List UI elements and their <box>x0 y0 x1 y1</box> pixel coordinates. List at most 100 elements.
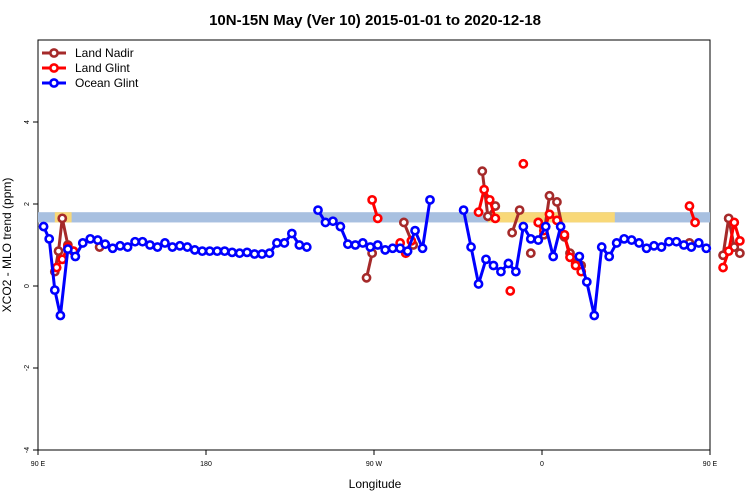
land-nadir-point <box>361 272 372 283</box>
ocean-glint-point <box>589 310 600 321</box>
ocean-glint-point <box>596 242 607 252</box>
land-glint-point <box>479 184 490 195</box>
ocean-glint-point <box>488 260 499 271</box>
ocean-glint-point <box>510 266 521 277</box>
ocean-glint-point <box>671 236 682 247</box>
ocean-glint-point <box>38 221 49 232</box>
ocean-glint-point <box>417 243 428 254</box>
ocean-glint-point <box>525 233 536 244</box>
ocean-glint-point <box>357 238 368 248</box>
ocean-glint-point <box>574 251 585 262</box>
ocean-glint-point <box>242 247 252 258</box>
ocean-glint-point <box>219 246 230 257</box>
x-tick-label: 90 E <box>31 461 46 468</box>
y-axis-label: XCO2 - MLO trend (ppm) <box>0 178 14 313</box>
ocean-glint-point <box>286 228 297 239</box>
ocean-glint-point <box>701 243 712 254</box>
land-glint-point <box>718 262 728 273</box>
ocean-glint-point <box>335 221 346 232</box>
ocean-glint-point <box>458 205 469 216</box>
land-glint-line-8 <box>721 220 742 269</box>
ocean-glint-point <box>145 240 155 250</box>
ocean-glint-point <box>365 242 376 252</box>
ocean-glint-point <box>160 238 170 248</box>
x-tick-label: 90 E <box>703 461 718 468</box>
land-glint-point <box>518 158 529 169</box>
land-nadir-point <box>398 217 409 228</box>
ocean-glint-point <box>49 285 60 295</box>
y-tick-label: 4 <box>24 120 31 124</box>
ocean-glint-point <box>693 238 704 248</box>
land-nadir-point <box>477 166 488 177</box>
x-tick-label: 0 <box>540 461 544 468</box>
ocean-glint-point <box>77 238 88 248</box>
ocean-glint-point <box>107 243 118 254</box>
ocean-glint-point <box>503 258 514 269</box>
land-glint-point <box>690 217 700 228</box>
ocean-glint-point <box>272 238 282 248</box>
ocean-glint-point <box>350 240 361 250</box>
ocean-glint-point <box>473 279 484 289</box>
y-tick-label: -2 <box>24 365 31 371</box>
ocean-glint-point <box>425 194 435 205</box>
ocean-glint-point <box>664 236 674 247</box>
ocean-glint-point <box>649 240 659 251</box>
y-tick-label: 0 <box>24 284 31 288</box>
ocean-glint-point <box>130 236 140 247</box>
ocean-glint-point <box>402 246 413 257</box>
legend-marker <box>49 48 59 58</box>
ocean-glint-point <box>55 310 66 321</box>
land-glint-point <box>723 246 734 257</box>
ocean-glint-point <box>518 221 529 232</box>
x-tick-label: 180 <box>200 461 212 468</box>
chart-title: 10N-15N May (Ver 10) 2015-01-01 to 2020-… <box>209 12 541 29</box>
ocean-glint-point <box>182 242 193 252</box>
ocean-glint-point <box>634 238 644 248</box>
ocean-glint-point <box>313 205 323 216</box>
ocean-glint-point <box>548 251 559 262</box>
ocean-glint-point <box>387 243 398 254</box>
ocean-glint-point <box>626 235 637 245</box>
legend-label: Land Glint <box>75 61 130 75</box>
land-glint-point <box>51 262 62 273</box>
ocean-glint-point <box>70 251 81 262</box>
land-glint-point <box>544 209 555 220</box>
land-glint-point <box>559 229 570 240</box>
ocean-glint-point <box>604 251 615 262</box>
ocean-glint-point <box>395 243 406 254</box>
legend-marker <box>49 78 59 88</box>
y-tick-label: -4 <box>24 447 31 453</box>
ocean-glint-point <box>372 240 383 250</box>
legend-label: Land Nadir <box>75 46 134 60</box>
land-glint-point <box>367 194 378 205</box>
ocean-glint-point <box>619 233 630 244</box>
legend-item-land-glint: Land Glint <box>42 61 130 75</box>
land-nadir-point <box>525 248 536 259</box>
ocean-glint-point <box>212 246 223 257</box>
ocean-glint-point <box>555 221 566 232</box>
land-nadir-point <box>544 190 555 201</box>
land-glint-point <box>57 254 68 265</box>
ocean-glint-point <box>342 239 353 250</box>
land-glint-point <box>565 252 575 263</box>
land-glint-point <box>533 217 544 228</box>
ocean-glint-point <box>466 242 476 252</box>
legend-item-ocean-glint: Ocean Glint <box>42 76 139 90</box>
ocean-glint-point <box>152 242 163 252</box>
land-glint-point <box>372 213 383 224</box>
land-nadir-point <box>552 197 562 207</box>
ocean-glint-point <box>678 240 689 250</box>
ocean-glint-point <box>686 242 697 252</box>
ocean-glint-point <box>92 235 103 245</box>
ocean-glint-point <box>85 233 96 244</box>
ocean-glint-point <box>301 242 312 252</box>
ocean-glint-point <box>540 221 551 232</box>
land-glint-point <box>490 213 501 224</box>
ocean-glint-point <box>167 242 178 252</box>
ocean-glint-point <box>122 242 133 252</box>
x-axis-label: Longitude <box>349 477 402 491</box>
ocean-glint-point <box>197 246 208 257</box>
ocean-glint-point <box>234 248 245 259</box>
